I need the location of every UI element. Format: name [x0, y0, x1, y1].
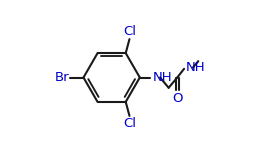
Text: Cl: Cl [123, 117, 136, 130]
Text: O: O [172, 92, 183, 105]
Text: NH: NH [153, 71, 172, 84]
Text: Cl: Cl [123, 25, 136, 38]
Text: Br: Br [55, 71, 69, 84]
Text: NH: NH [186, 61, 205, 74]
